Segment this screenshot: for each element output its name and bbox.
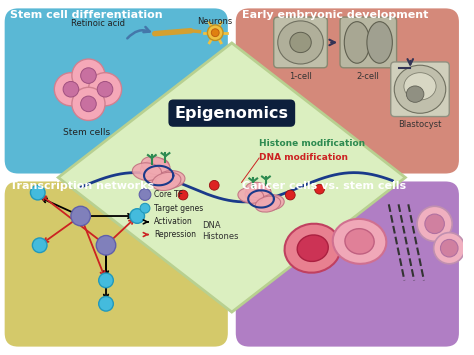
Circle shape: [32, 238, 47, 253]
Circle shape: [417, 206, 452, 241]
Text: Repression: Repression: [154, 230, 196, 239]
Text: Core TF: Core TF: [154, 190, 183, 199]
Ellipse shape: [406, 86, 424, 102]
Circle shape: [81, 68, 96, 83]
Ellipse shape: [394, 65, 446, 113]
Text: Stem cell differentiation: Stem cell differentiation: [10, 10, 163, 20]
Circle shape: [208, 25, 223, 40]
Ellipse shape: [245, 184, 270, 200]
FancyBboxPatch shape: [4, 7, 229, 175]
Ellipse shape: [278, 21, 323, 64]
Circle shape: [96, 235, 116, 255]
Text: 1-cell: 1-cell: [289, 72, 311, 81]
Circle shape: [178, 190, 188, 200]
FancyBboxPatch shape: [168, 99, 295, 127]
Ellipse shape: [238, 188, 264, 203]
Circle shape: [89, 73, 122, 106]
Text: 2-cell: 2-cell: [357, 72, 380, 81]
Text: Early embryonic development: Early embryonic development: [242, 10, 428, 20]
Text: Activation: Activation: [154, 217, 192, 226]
Ellipse shape: [344, 22, 370, 63]
Text: DNA
Histones: DNA Histones: [202, 222, 239, 241]
Circle shape: [440, 239, 458, 257]
Ellipse shape: [156, 171, 185, 188]
Circle shape: [81, 96, 96, 112]
Ellipse shape: [284, 224, 341, 273]
FancyBboxPatch shape: [235, 180, 460, 348]
Circle shape: [139, 189, 151, 201]
Ellipse shape: [404, 73, 436, 100]
Circle shape: [99, 273, 113, 288]
FancyBboxPatch shape: [391, 62, 449, 116]
Text: Blastocyst: Blastocyst: [398, 120, 442, 130]
Text: DNA modification: DNA modification: [259, 153, 348, 163]
FancyBboxPatch shape: [340, 17, 397, 68]
Circle shape: [72, 59, 105, 92]
Circle shape: [97, 81, 113, 97]
Ellipse shape: [333, 219, 386, 264]
Ellipse shape: [367, 22, 392, 63]
Ellipse shape: [132, 163, 162, 180]
Circle shape: [130, 209, 145, 223]
Ellipse shape: [141, 157, 170, 175]
Text: Epigenomics: Epigenomics: [175, 106, 289, 121]
Circle shape: [315, 184, 324, 194]
Circle shape: [71, 206, 91, 226]
Circle shape: [140, 203, 150, 213]
Text: Target genes: Target genes: [154, 204, 203, 213]
Ellipse shape: [290, 32, 311, 53]
Ellipse shape: [144, 167, 173, 184]
Circle shape: [30, 185, 45, 200]
Ellipse shape: [246, 182, 271, 198]
FancyBboxPatch shape: [235, 7, 460, 175]
Circle shape: [63, 81, 79, 97]
Circle shape: [425, 214, 445, 234]
Ellipse shape: [255, 196, 281, 212]
Ellipse shape: [248, 191, 274, 207]
Circle shape: [99, 296, 113, 311]
Text: Histone modification: Histone modification: [259, 139, 365, 148]
Text: Stem cells: Stem cells: [63, 128, 110, 137]
Text: Retinoic acid: Retinoic acid: [71, 19, 125, 28]
FancyBboxPatch shape: [4, 180, 229, 348]
Circle shape: [434, 233, 465, 264]
Ellipse shape: [258, 195, 284, 210]
Circle shape: [55, 73, 88, 106]
Circle shape: [72, 87, 105, 120]
Text: Neurons: Neurons: [198, 17, 233, 26]
Ellipse shape: [152, 172, 181, 191]
Circle shape: [285, 190, 295, 200]
FancyBboxPatch shape: [273, 17, 328, 68]
Polygon shape: [58, 43, 405, 312]
Ellipse shape: [140, 158, 169, 177]
Text: Transcription networks: Transcription networks: [10, 181, 155, 191]
Circle shape: [211, 29, 219, 37]
Ellipse shape: [345, 229, 374, 254]
Ellipse shape: [297, 235, 328, 261]
Text: Cancer cells vs. stem cells: Cancer cells vs. stem cells: [242, 181, 406, 191]
Circle shape: [210, 180, 219, 190]
